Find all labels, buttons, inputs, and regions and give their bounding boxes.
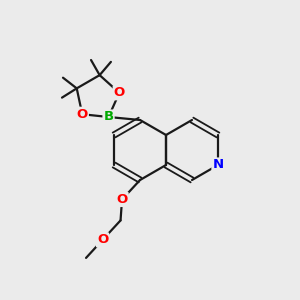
Text: O: O xyxy=(116,193,128,206)
Text: O: O xyxy=(97,233,108,246)
Text: O: O xyxy=(114,86,125,99)
Text: N: N xyxy=(212,158,224,172)
Text: B: B xyxy=(103,110,114,124)
Text: O: O xyxy=(76,108,88,121)
